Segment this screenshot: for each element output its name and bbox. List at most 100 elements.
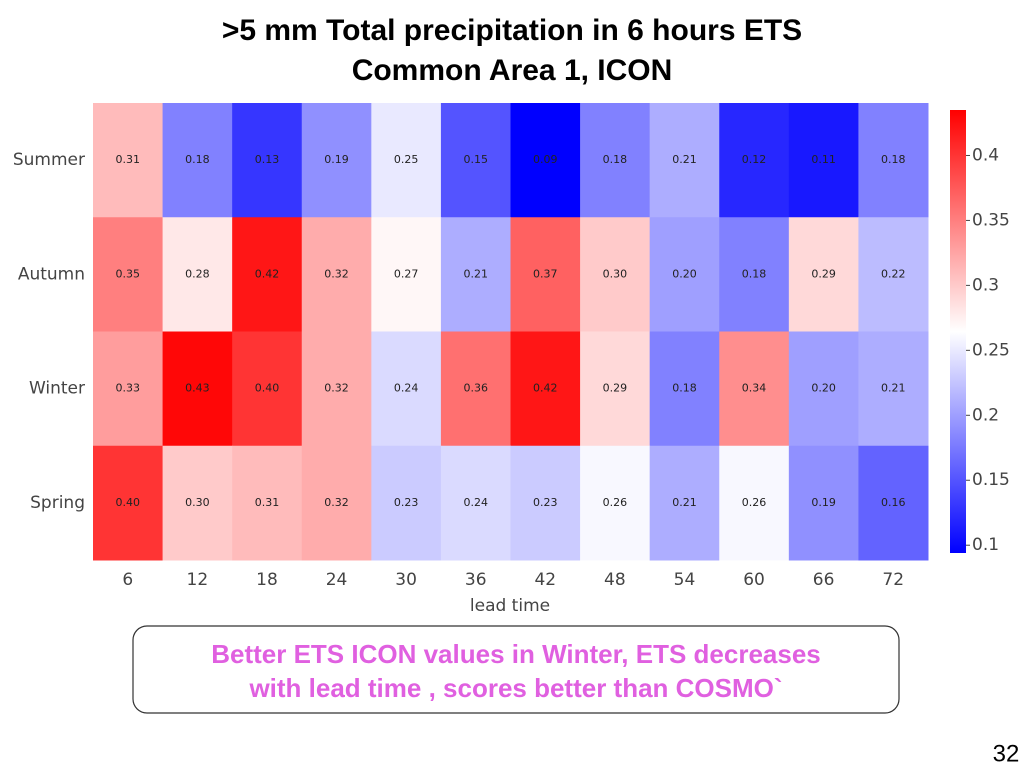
heatmap-cell: [93, 331, 164, 447]
heatmap-cell: [580, 103, 651, 218]
colorbar-tick-label: 0.15: [972, 470, 1010, 490]
x-tick-label: 66: [813, 570, 835, 590]
chart-subtitle: Common Area 1, ICON: [352, 54, 673, 87]
heatmap-cell: [510, 331, 581, 447]
cell-label: 0.32: [324, 496, 349, 509]
cell-label: 0.21: [672, 496, 697, 509]
cell-label: 0.18: [603, 153, 628, 166]
heatmap-cell: [580, 445, 651, 561]
cell-label: 0.40: [255, 382, 280, 395]
page-number: 32: [993, 740, 1020, 767]
x-tick-label: 24: [326, 570, 348, 590]
cell-label: 0.26: [603, 496, 628, 509]
heatmap-cell: [649, 217, 720, 332]
heatmap-cell: [301, 445, 372, 561]
heatmap-cell: [371, 331, 442, 447]
cell-label: 0.28: [185, 267, 210, 280]
x-tick-label: 48: [604, 570, 626, 590]
heatmap-cell: [510, 103, 581, 218]
heatmap-cell: [858, 217, 929, 332]
heatmap-cell: [93, 217, 164, 332]
heatmap-cell: [371, 445, 442, 561]
cell-label: 0.31: [255, 496, 280, 509]
heatmap-cell: [232, 331, 303, 447]
heatmap-cell: [232, 445, 303, 561]
cell-label: 0.24: [463, 496, 488, 509]
heatmap-cell: [858, 445, 929, 561]
heatmap-cell: [649, 331, 720, 447]
colorbar-tick-label: 0.35: [972, 210, 1010, 230]
x-tick-label: 54: [674, 570, 696, 590]
cell-label: 0.35: [116, 267, 141, 280]
heatmap-cell: [788, 103, 859, 218]
y-tick-label: Autumn: [18, 264, 85, 284]
cell-label: 0.23: [394, 496, 419, 509]
x-tick-label: 12: [187, 570, 209, 590]
colorbar-tick-label: 0.4: [972, 145, 999, 165]
cell-label: 0.11: [811, 153, 836, 166]
heatmap-cell: [93, 103, 164, 218]
cell-label: 0.32: [324, 267, 349, 280]
colorbar: [950, 110, 966, 553]
chart-title: >5 mm Total precipitation in 6 hours ETS: [222, 14, 802, 47]
y-tick-label: Spring: [30, 493, 85, 513]
x-tick-label: 72: [882, 570, 904, 590]
heatmap-cell: [719, 331, 790, 447]
cell-label: 0.34: [742, 382, 767, 395]
x-tick-label: 30: [395, 570, 417, 590]
cell-label: 0.30: [185, 496, 210, 509]
heatmap-cell: [162, 445, 233, 561]
annotation-line: Better ETS ICON values in Winter, ETS de…: [211, 639, 821, 669]
x-axis-label: lead time: [470, 596, 550, 616]
heatmap-cell: [93, 445, 164, 561]
cell-label: 0.20: [672, 267, 697, 280]
heatmap-cell: [232, 217, 303, 332]
heatmap-cell: [162, 217, 233, 332]
cell-label: 0.15: [463, 153, 488, 166]
cell-label: 0.24: [394, 382, 419, 395]
colorbar-tick-label: 0.1: [972, 535, 999, 555]
heatmap-cell: [301, 217, 372, 332]
heatmap-cell: [162, 331, 233, 447]
heatmap-cell: [719, 445, 790, 561]
y-tick-label: Winter: [29, 379, 85, 399]
heatmap-cell: [232, 103, 303, 218]
cell-label: 0.23: [533, 496, 558, 509]
cell-label: 0.43: [185, 382, 210, 395]
cell-label: 0.20: [811, 382, 836, 395]
heatmap-cell: [580, 217, 651, 332]
cell-label: 0.27: [394, 267, 419, 280]
heatmap-cell: [301, 103, 372, 218]
colorbar-tick-label: 0.25: [972, 340, 1010, 360]
heatmap-cell: [858, 103, 929, 218]
cell-label: 0.25: [394, 153, 419, 166]
cell-label: 0.40: [116, 496, 141, 509]
heatmap-cell: [440, 217, 511, 332]
cell-label: 0.18: [881, 153, 906, 166]
heatmap-cell: [510, 445, 581, 561]
heatmap-cell: [440, 103, 511, 218]
heatmap-cell: [371, 103, 442, 218]
heatmap-cell: [788, 331, 859, 447]
cell-label: 0.22: [881, 267, 906, 280]
cell-label: 0.18: [672, 382, 697, 395]
cell-label: 0.33: [116, 382, 141, 395]
cell-label: 0.13: [255, 153, 280, 166]
x-tick-label: 6: [122, 570, 133, 590]
cell-label: 0.09: [533, 153, 558, 166]
cell-label: 0.21: [672, 153, 697, 166]
cell-label: 0.19: [324, 153, 349, 166]
heatmap-cell: [371, 217, 442, 332]
cell-label: 0.12: [742, 153, 767, 166]
heatmap-cell: [440, 331, 511, 447]
cell-label: 0.36: [463, 382, 488, 395]
cell-label: 0.21: [881, 382, 906, 395]
heatmap-cell: [719, 103, 790, 218]
cell-label: 0.32: [324, 382, 349, 395]
cell-label: 0.42: [255, 267, 280, 280]
heatmap-cell: [719, 217, 790, 332]
cell-label: 0.18: [742, 267, 767, 280]
cell-label: 0.29: [603, 382, 628, 395]
cell-label: 0.29: [811, 267, 836, 280]
